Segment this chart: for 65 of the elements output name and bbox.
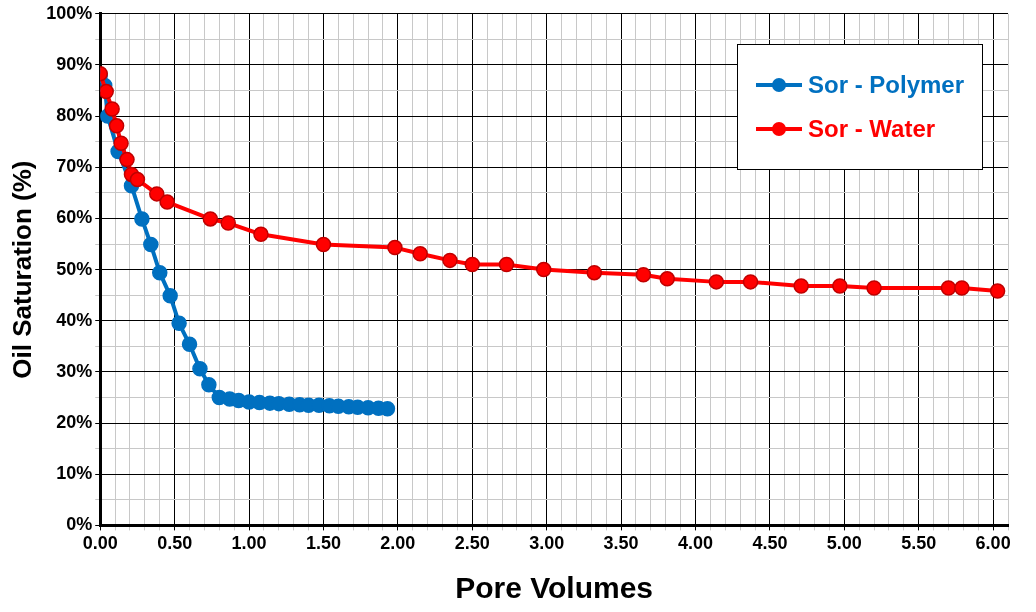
y-tick-label: 100%	[46, 2, 93, 23]
x-tick-label: 0.00	[82, 533, 118, 554]
point	[708, 274, 725, 290]
x-tick-label: 3.50	[603, 533, 639, 554]
x-tick-label: 6.00	[975, 533, 1011, 554]
x-tick-label: 4.00	[677, 533, 714, 554]
y-tick-label: 0%	[66, 514, 93, 535]
legend-label: Sor - Water	[807, 114, 937, 143]
point	[498, 256, 515, 273]
point	[832, 278, 848, 294]
point	[134, 211, 150, 227]
y-tick-label: 60%	[56, 207, 93, 228]
point	[586, 264, 603, 281]
legend-label: Sor - Polymer	[807, 70, 965, 99]
point	[104, 101, 120, 117]
x-tick-label: 1.50	[305, 533, 341, 554]
point	[954, 280, 970, 296]
point	[162, 287, 178, 304]
point	[742, 274, 759, 290]
point	[866, 280, 882, 296]
point	[220, 215, 236, 231]
point	[535, 261, 552, 278]
point	[201, 376, 217, 393]
point	[412, 245, 428, 262]
x-tick-label: 0.50	[157, 533, 193, 554]
x-axis-title: Pore Volumes	[455, 571, 654, 605]
point	[659, 271, 675, 287]
point	[793, 278, 809, 294]
x-tick-label: 2.50	[454, 533, 490, 554]
point	[442, 252, 458, 269]
point	[152, 264, 168, 281]
y-tick-label: 70%	[56, 156, 93, 177]
x-tick-label: 4.50	[752, 533, 788, 554]
point	[315, 236, 332, 253]
point	[100, 83, 114, 100]
point	[113, 135, 129, 151]
x-tick-label: 5.50	[901, 533, 937, 554]
point	[159, 194, 175, 210]
point	[149, 186, 165, 202]
x-tick-label: 1.00	[231, 533, 267, 554]
y-tick-label: 30%	[56, 360, 93, 381]
y-tick-label: 50%	[56, 258, 93, 279]
y-tick-label: 90%	[56, 53, 93, 74]
x-tick-label: 3.00	[529, 533, 565, 554]
point	[171, 315, 187, 332]
y-axis-title: Oil Saturation (%)	[6, 160, 37, 379]
y-tick-label: 20%	[56, 412, 93, 433]
point	[202, 211, 219, 227]
point	[181, 336, 198, 353]
point	[635, 266, 652, 283]
point	[192, 361, 208, 377]
point	[253, 226, 269, 243]
y-tick-label: 80%	[56, 105, 93, 126]
point	[129, 171, 146, 188]
point	[108, 118, 125, 134]
y-tick-label: 10%	[56, 463, 93, 484]
x-tick-label: 5.00	[826, 533, 862, 554]
point	[464, 256, 481, 273]
point	[119, 151, 135, 168]
y-tick-label: 40%	[56, 309, 93, 330]
point	[940, 280, 957, 296]
x-tick-label: 2.00	[380, 533, 416, 554]
point	[387, 239, 403, 256]
point	[143, 236, 159, 253]
point	[989, 283, 1006, 299]
